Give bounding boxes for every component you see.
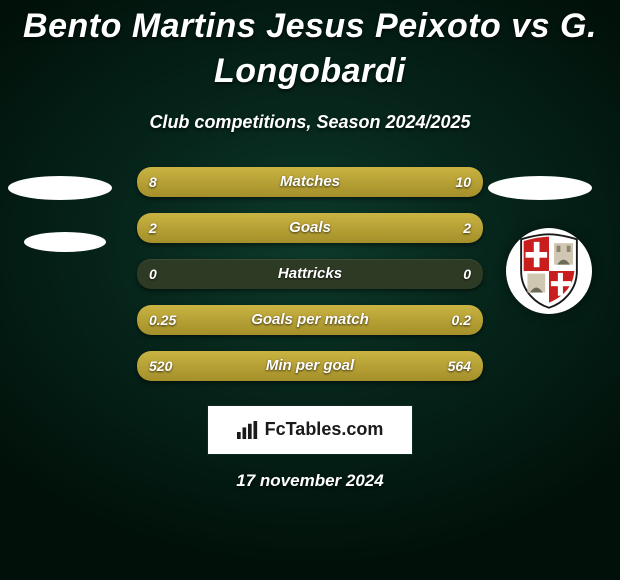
page-title: Bento Martins Jesus Peixoto vs G. Longob… [0, 4, 620, 94]
stat-value-right: 10 [455, 167, 471, 197]
stat-row: 0.25 Goals per match 0.2 [137, 305, 483, 335]
stat-label: Goals per match [137, 305, 483, 335]
stat-label: Hattricks [137, 259, 483, 289]
stat-row: 0 Hattricks 0 [137, 259, 483, 289]
stat-label: Goals [137, 213, 483, 243]
stat-value-right: 0 [463, 259, 471, 289]
stat-label: Min per goal [137, 351, 483, 381]
stat-row: 8 Matches 10 [137, 167, 483, 197]
bar-chart-icon [237, 421, 259, 439]
stat-value-right: 2 [463, 213, 471, 243]
subtitle: Club competitions, Season 2024/2025 [0, 112, 620, 133]
stat-row: 2 Goals 2 [137, 213, 483, 243]
stat-row: 520 Min per goal 564 [137, 351, 483, 381]
stat-value-right: 0.2 [452, 305, 471, 335]
source-label: FcTables.com [265, 419, 384, 440]
source-badge: FcTables.com [207, 405, 413, 455]
comparison-card: Bento Martins Jesus Peixoto vs G. Longob… [0, 0, 620, 580]
stats-list: 8 Matches 10 2 Goals 2 0 Hattricks 0 0.2… [137, 167, 483, 381]
stat-label: Matches [137, 167, 483, 197]
date-label: 17 november 2024 [0, 471, 620, 491]
stat-value-right: 564 [448, 351, 471, 381]
